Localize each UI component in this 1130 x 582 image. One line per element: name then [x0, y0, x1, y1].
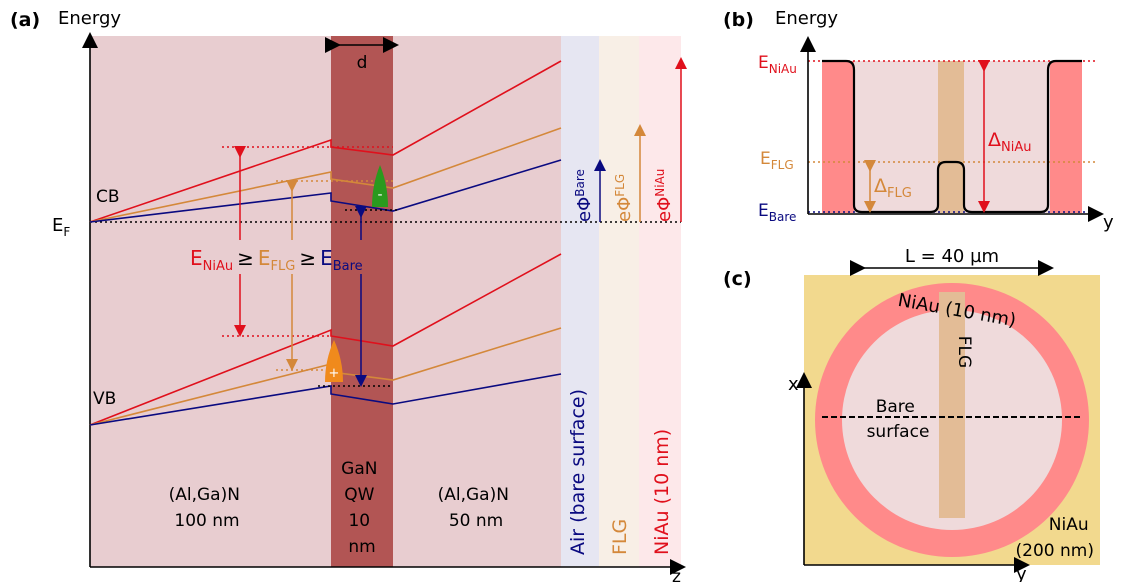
e-bare-label: EBare: [758, 201, 796, 224]
panel-b-label: (b): [723, 9, 754, 31]
d-label: d: [357, 53, 368, 73]
phi-niau-label: eΦNiAu: [653, 169, 675, 222]
panel-c-label: (c): [723, 268, 752, 290]
y-label-c: y: [1016, 564, 1027, 582]
e-flg-label: EFLG: [760, 149, 794, 172]
niau-left-stripe: [822, 61, 854, 213]
niau-region: [639, 36, 681, 567]
cb-label: CB: [96, 187, 120, 207]
flg-strip-label: FLG: [954, 336, 974, 368]
niau-region-label: NiAu (10 nm): [651, 429, 673, 555]
hole-sign: +: [329, 366, 340, 381]
flg-region-label: FLG: [609, 519, 631, 555]
air-label: Air (bare surface): [567, 389, 589, 555]
cb-flg: [89, 127, 562, 223]
potential-profile: [822, 59, 1082, 214]
panel-a: ENiAu ≥ EFLG ≥ EBare - + eΦBare eΦFLG eΦNiAu…: [10, 8, 687, 582]
panel-b: ΔNiAu ΔFLG ENiAu EFLG EBare (b) Energy y: [723, 8, 1114, 233]
barrier-right-region: [393, 36, 561, 567]
delta-niau-label: ΔNiAu: [988, 129, 1031, 155]
energy-label-a: Energy: [58, 8, 121, 29]
z-label: z: [672, 567, 681, 582]
vb-label: VB: [93, 389, 116, 409]
bare-label: Bare surface: [867, 397, 930, 442]
vb-bare: [89, 373, 562, 426]
electron-sign: -: [377, 187, 382, 203]
flg-stripe: [938, 61, 964, 213]
e-niau-label: ENiAu: [758, 53, 797, 76]
outer-niau-label: NiAu (200 nm): [1016, 515, 1094, 561]
vb-niau: [89, 253, 562, 426]
inequality-label: ENiAu ≥ EFLG ≥ EBare: [190, 246, 363, 274]
barrier-left-label: (Al,Ga)N 100 nm: [169, 485, 246, 531]
phi-flg-label: eΦFLG: [613, 174, 635, 222]
ef-label: EF: [52, 215, 70, 239]
panel-a-label: (a): [10, 9, 40, 31]
panel-c: L = 40 µm NiAu (10 nm) FLG Bare surface …: [723, 246, 1100, 582]
flg-strip: [939, 292, 965, 518]
flg-region: [599, 36, 639, 567]
cb-bare: [89, 159, 562, 223]
length-label: L = 40 µm: [905, 246, 999, 267]
ineq-bg-qw: [331, 240, 393, 274]
air-region: [561, 36, 599, 567]
qw-label: GaN QW 10 nm: [341, 459, 383, 557]
delta-flg-label: ΔFLG: [874, 175, 912, 201]
hole-icon: [325, 340, 343, 382]
barrier-right-label: (Al,Ga)N 50 nm: [438, 485, 515, 531]
cb-niau: [89, 60, 562, 223]
x-label-c: x: [788, 374, 799, 395]
y-label-b: y: [1103, 212, 1114, 233]
electron-icon: [372, 165, 388, 207]
phi-bare-label: eΦBare: [573, 169, 595, 222]
energy-label-b: Energy: [775, 8, 838, 29]
niau-right-stripe: [1050, 61, 1082, 213]
